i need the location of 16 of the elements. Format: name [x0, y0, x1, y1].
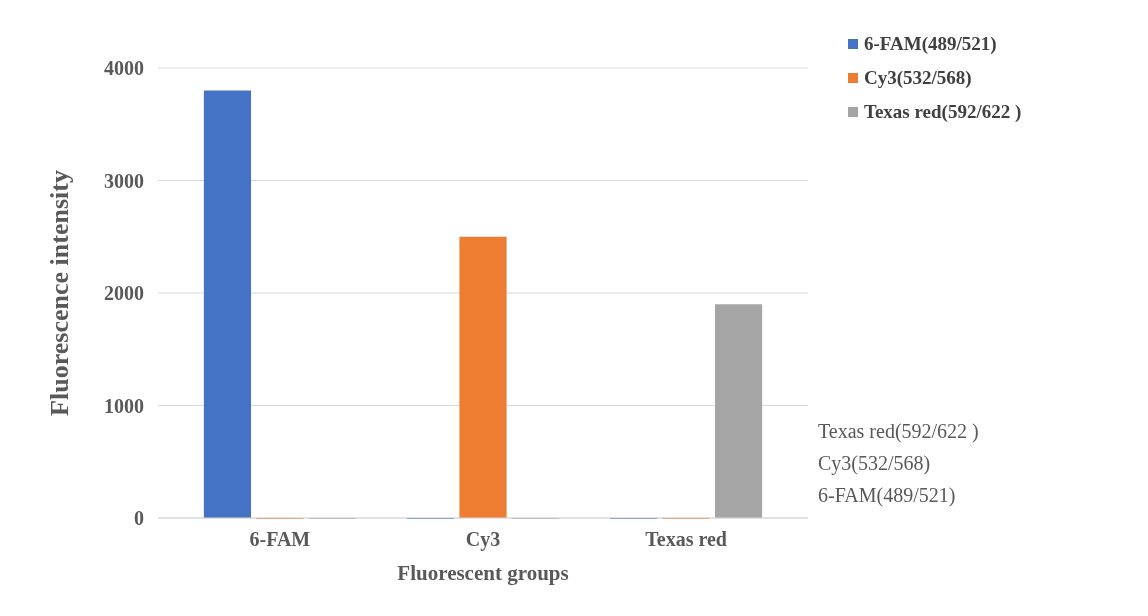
y-axis-title: Fluorescence intensity — [45, 170, 74, 416]
y-tick-label: 1000 — [104, 394, 144, 417]
text: 6-FAM(489/521) — [818, 484, 956, 507]
x-axis-title: Fluorescent groups — [397, 561, 569, 585]
text: Texas red(592/622 ) — [818, 420, 979, 443]
y-tick-label: 3000 — [104, 169, 144, 192]
y-tick-label: 0 — [134, 507, 144, 529]
x-tick-label: 6-FAM — [249, 528, 311, 550]
x-tick-label: Texas red — [645, 528, 727, 550]
legend-label: Texas red(592/622 ) — [864, 100, 1022, 123]
y-tick-label: 2000 — [104, 282, 144, 304]
legend-label: Cy3(532/568) — [864, 66, 972, 89]
legend-label: 6-FAM(489/521) — [864, 32, 997, 55]
text: Cy3(532/568) — [818, 452, 931, 475]
x-tick-label: Cy3 — [465, 528, 501, 551]
y-tick-label: 4000 — [104, 57, 144, 79]
